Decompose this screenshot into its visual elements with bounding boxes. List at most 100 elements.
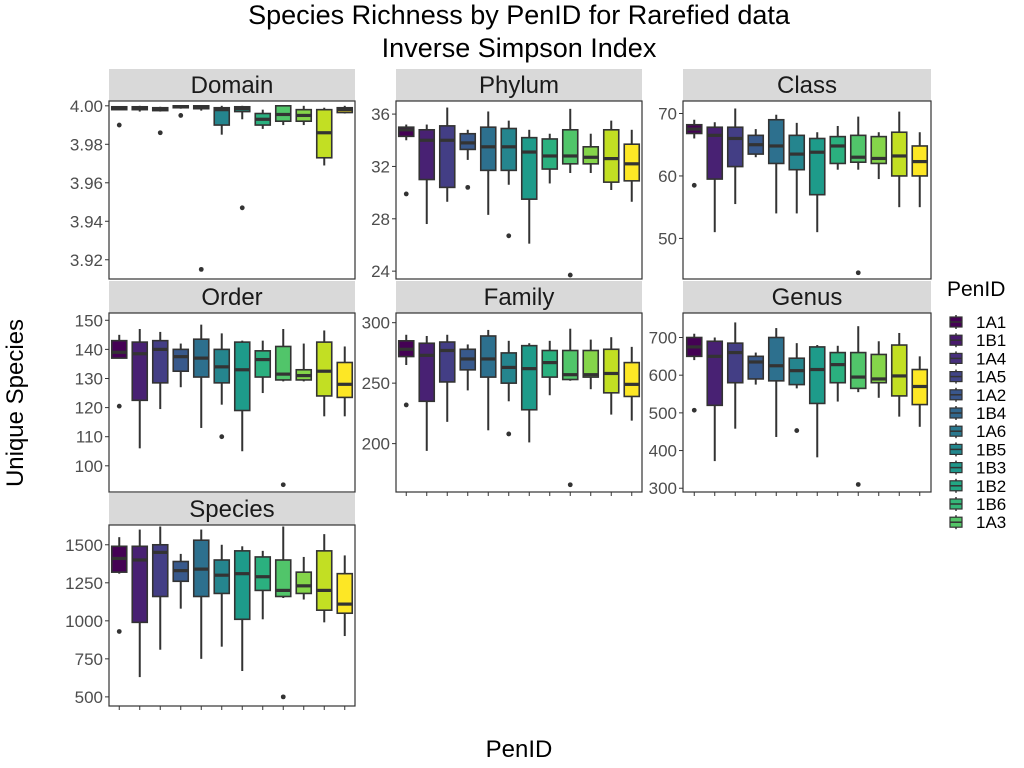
y-tick-label: 1250 [65, 574, 103, 593]
box-1A2 [192, 529, 210, 659]
box-1B5 [829, 345, 847, 402]
box-1A6 [233, 105, 251, 211]
box-1B4 [213, 544, 231, 647]
box-1A4 [438, 334, 456, 422]
facet-strip [109, 281, 355, 313]
box-1A4 [151, 331, 169, 410]
legend-entry-1A1: 1A1 [949, 313, 1006, 332]
box-iqr [561, 128, 579, 165]
box-iqr [849, 134, 867, 164]
y-tick-label: 300 [362, 314, 390, 333]
y-tick-label: 3.96 [70, 174, 103, 193]
legend-entry-1B2: 1B2 [949, 477, 1006, 496]
outlier-point [280, 482, 286, 488]
box-iqr [172, 348, 190, 373]
facet-genus: Genus 300 400 500 600 700 [649, 281, 932, 498]
box-iqr [706, 126, 724, 180]
box-1A1 [397, 124, 415, 197]
box-1B1 [131, 329, 149, 449]
legend-label: 1B5 [976, 440, 1006, 459]
y-tick-label: 3.94 [70, 212, 103, 231]
box-1A2 [767, 114, 785, 214]
box-1B6 [315, 330, 333, 417]
facet-strip [396, 281, 642, 313]
box-1A6 [233, 546, 251, 672]
box-iqr [561, 349, 579, 381]
box-1B1 [706, 337, 724, 462]
box-1B4 [788, 122, 806, 214]
box-1A5 [747, 129, 765, 158]
legend-label: 1B3 [976, 459, 1006, 478]
legend-entry-1B1: 1B1 [949, 331, 1006, 350]
box-iqr [336, 572, 354, 615]
box-iqr [808, 346, 826, 405]
facet-strip-label: Family [484, 284, 555, 311]
box-iqr [274, 559, 292, 598]
outlier-point [465, 184, 471, 190]
box-1B5 [254, 340, 272, 394]
box-iqr [151, 543, 169, 598]
facet-panels: Domain 3.92 3.94 3.96 3.98 4.00 Phylum 24 28 32 36… [65, 69, 932, 710]
outlier-point [157, 130, 163, 136]
box-1B4 [500, 340, 518, 437]
box-1A6 [520, 129, 538, 244]
panel-border [108, 100, 356, 280]
y-tick-label: 140 [75, 340, 103, 359]
box-1A6 [808, 345, 826, 458]
box-1A4 [151, 106, 169, 136]
box-1A5 [459, 129, 477, 190]
box-iqr [479, 126, 497, 172]
legend-label: 1B4 [976, 404, 1006, 423]
box-1B4 [213, 333, 231, 440]
box-1A3 [336, 555, 354, 637]
legend-label: 1A2 [976, 386, 1006, 405]
y-tick-label: 130 [75, 369, 103, 388]
box-1B4 [500, 120, 518, 239]
outlier-point [116, 403, 122, 409]
box-1A3 [911, 356, 929, 427]
box-1A3 [336, 346, 354, 417]
legend-entry-1B5: 1B5 [949, 440, 1006, 459]
facet-strip-label: Genus [772, 284, 843, 311]
box-1B3 [274, 526, 292, 700]
box-1B5 [541, 133, 559, 184]
y-tick-label: 1500 [65, 536, 103, 555]
facet-strip-label: Species [189, 496, 274, 523]
y-tick-label: 750 [75, 650, 103, 669]
outlier-point [567, 272, 573, 278]
facet-strip [396, 69, 642, 101]
y-tick-label: 60 [658, 167, 677, 186]
box-iqr [829, 351, 847, 384]
legend-entry-1A2: 1A2 [949, 386, 1006, 405]
facet-order: Order 100 110 120 130 140 150 [75, 281, 356, 493]
facet-strip [109, 493, 355, 525]
box-iqr [870, 135, 888, 165]
legend-label: 1A6 [976, 422, 1006, 441]
legend-label: 1B1 [976, 331, 1006, 350]
facet-strip [683, 281, 931, 313]
box-iqr [829, 135, 847, 165]
box-1A5 [747, 352, 765, 385]
legend-label: 1A4 [976, 349, 1006, 368]
box-iqr [254, 556, 272, 592]
box-1A1 [110, 334, 128, 409]
box-iqr [870, 353, 888, 384]
box-iqr [438, 125, 456, 189]
panel-border [108, 312, 356, 493]
box-1A4 [151, 526, 169, 650]
legend-label: 1B6 [976, 495, 1006, 514]
outlier-point [178, 113, 184, 118]
box-1B2 [295, 105, 313, 126]
panel-border [682, 312, 932, 493]
y-tick-label: 100 [75, 457, 103, 476]
chart-title: Species Richness by PenID for Rarefied d… [248, 0, 791, 30]
legend-entry-1B6: 1B6 [949, 495, 1006, 514]
box-1A5 [172, 343, 190, 388]
facet-strip-label: Phylum [479, 72, 559, 99]
panel-border [395, 100, 643, 280]
box-iqr [397, 126, 415, 138]
facet-strip [683, 69, 931, 101]
y-tick-label: 120 [75, 399, 103, 418]
outlier-point [794, 428, 800, 433]
